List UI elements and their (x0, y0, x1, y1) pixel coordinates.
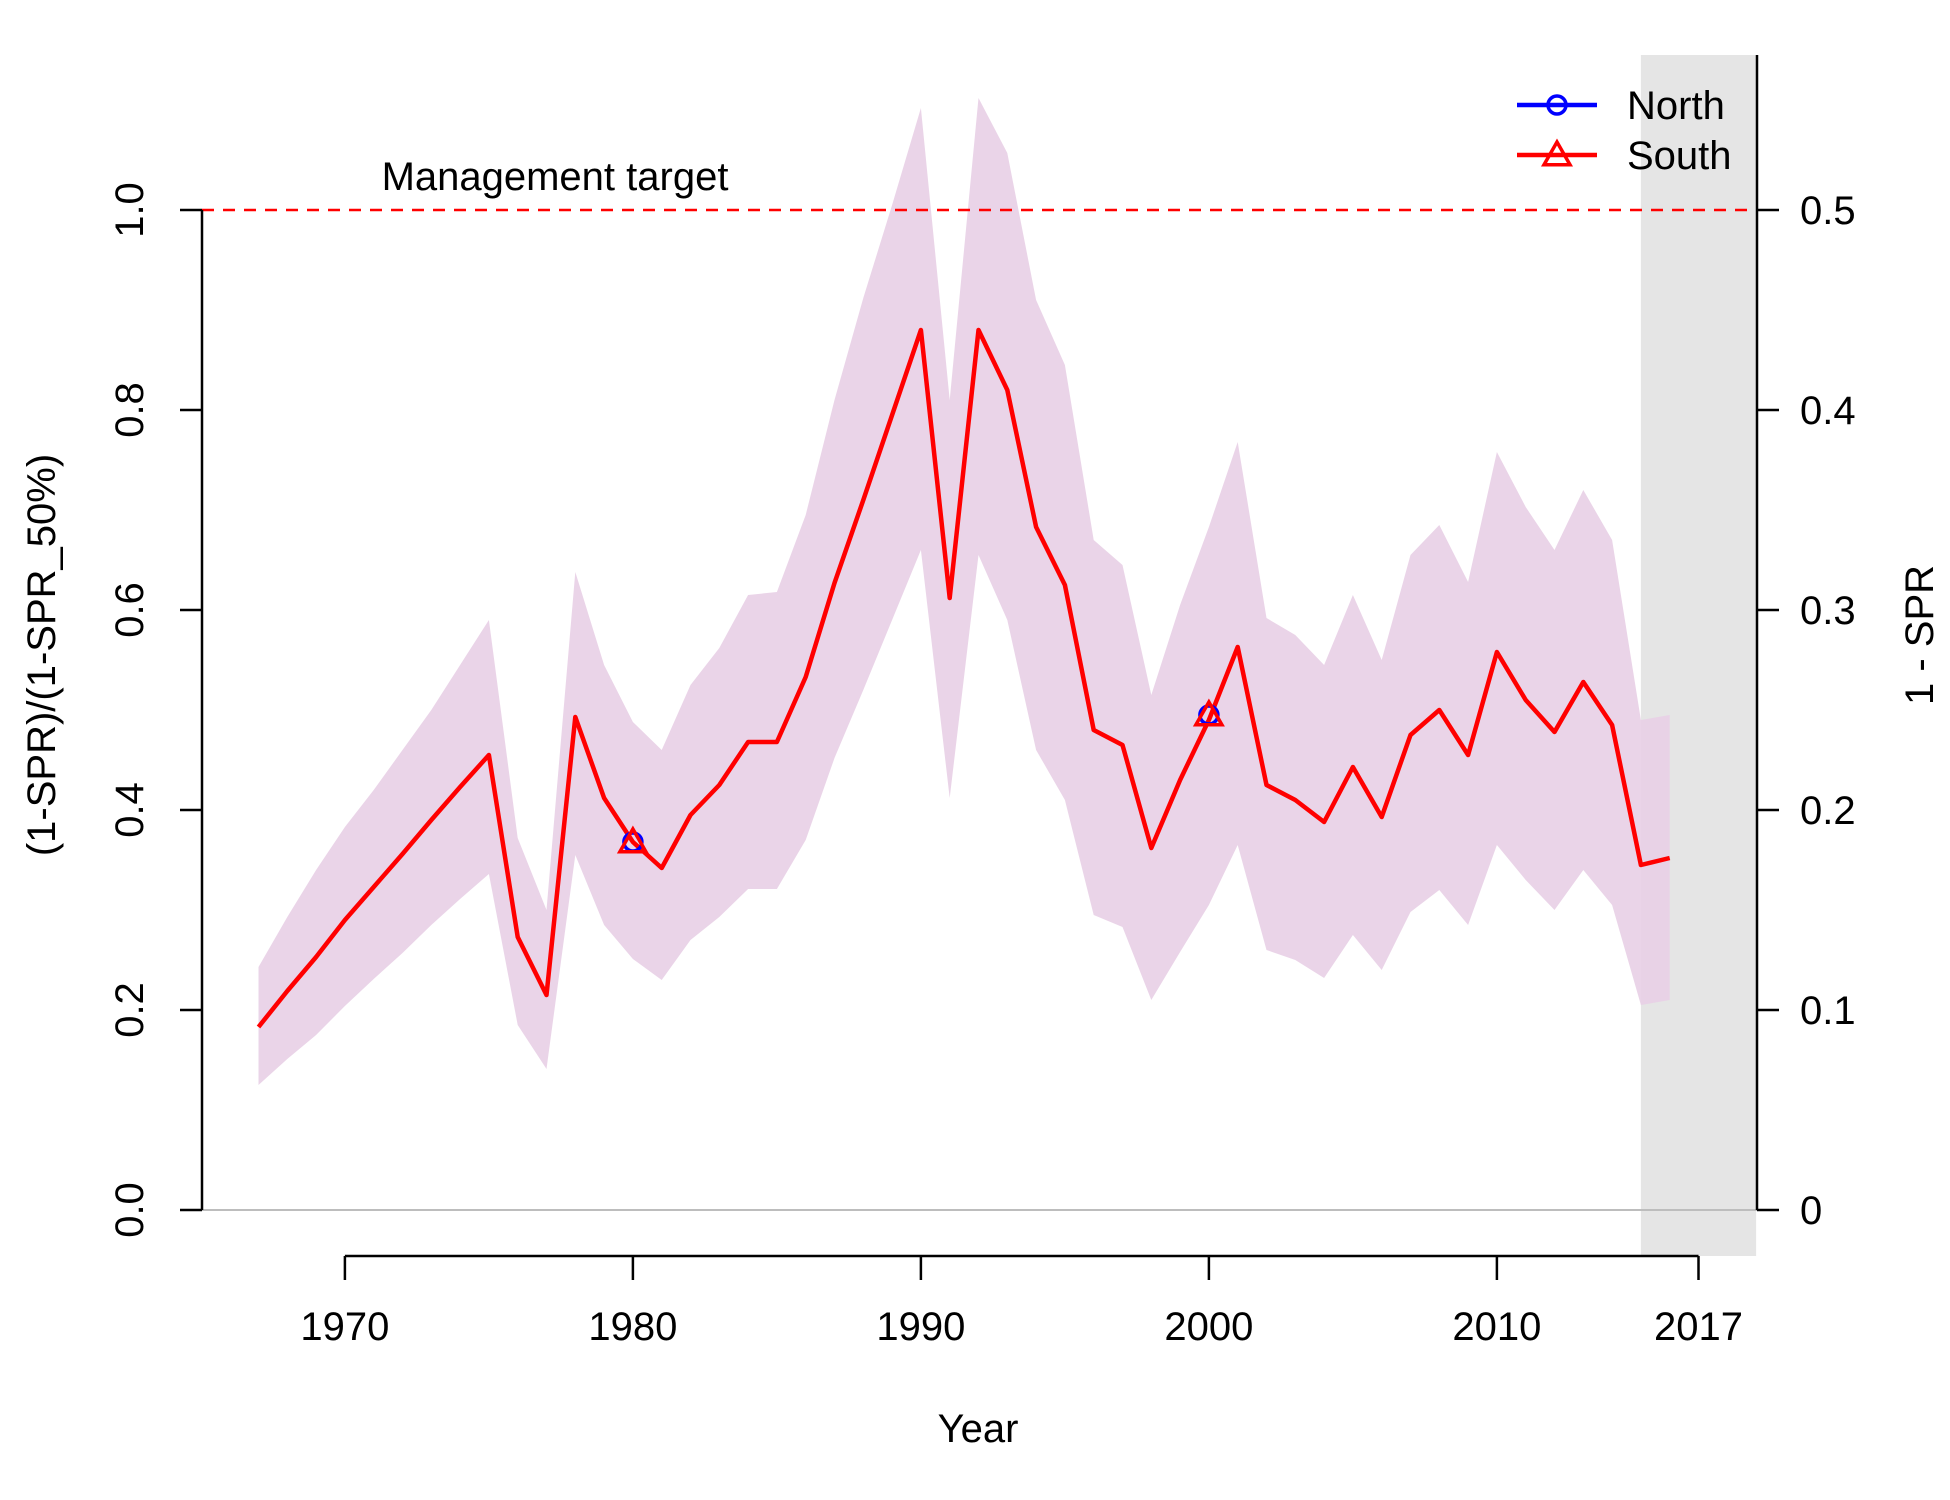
y-left-tick-label: 0.4 (108, 782, 152, 838)
y-right-tick-label: 0.1 (1800, 989, 1856, 1033)
y-right-tick-label: 0.5 (1800, 189, 1856, 233)
y-left-tick-label: 0.2 (108, 982, 152, 1038)
y-left-tick-label: 0.6 (108, 582, 152, 638)
y-left-tick-label: 0.0 (108, 1182, 152, 1238)
legend-south-marker (1540, 138, 1574, 167)
management-target-label: Management target (382, 155, 729, 199)
y-left-tick-label: 1.0 (108, 182, 152, 238)
series-south-line (256, 327, 1671, 1029)
y-axis-left: 0.0 0.2 0.4 0.6 0.8 1.0 (108, 182, 204, 1238)
south-point (616, 825, 649, 854)
y-axis-right: 0 0.1 0.2 0.3 0.4 0.5 (1755, 55, 1856, 1233)
confidence-band (258, 98, 1670, 1085)
x-tick-label: 1980 (588, 1305, 677, 1349)
x-tick-label: 2017 (1654, 1305, 1743, 1349)
x-tick-label: 2000 (1164, 1305, 1253, 1349)
legend-north-marker (1546, 94, 1568, 116)
x-tick-label: 1990 (876, 1305, 965, 1349)
series-markers (616, 698, 1225, 854)
south-point (1192, 698, 1225, 727)
legend: North South (1517, 84, 1732, 178)
legend-south-label: South (1627, 134, 1732, 178)
y-axis-right-label: 1 - SPR (1898, 565, 1942, 705)
y-left-tick-label: 0.8 (108, 382, 152, 438)
legend-north-label: North (1627, 84, 1725, 128)
y-axis-left-label: (1-SPR)/(1-SPR_50%) (20, 454, 64, 856)
x-tick-label: 2010 (1452, 1305, 1541, 1349)
y-right-tick-label: 0.2 (1800, 789, 1856, 833)
forecast-region (1640, 55, 1757, 1256)
x-axis-label: Year (938, 1407, 1019, 1451)
y-right-tick-label: 0.4 (1800, 389, 1856, 433)
x-axis: 1970 1980 1990 2000 2010 2017 (300, 1254, 1743, 1349)
x-tick-label: 1970 (300, 1305, 389, 1349)
y-right-tick-label: 0.3 (1800, 589, 1856, 633)
y-right-tick-label: 0 (1800, 1189, 1822, 1233)
